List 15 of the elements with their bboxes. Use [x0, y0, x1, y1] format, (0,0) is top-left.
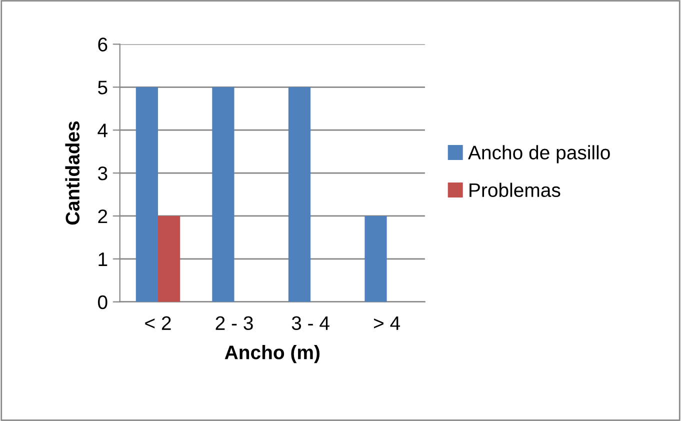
y-tick-label: 4 — [98, 124, 108, 138]
y-axis-title: Cantidades — [65, 121, 80, 225]
x-tick-label: < 2 — [145, 316, 171, 330]
x-tick-label: 2 - 3 — [216, 316, 253, 330]
y-tick-label: 1 — [98, 252, 108, 266]
y-tick-label: 2 — [98, 209, 108, 224]
legend-label: Ancho de pasillo — [468, 145, 610, 164]
legend-label: Problemas — [470, 182, 560, 198]
x-tick-label: 3 - 4 — [292, 316, 330, 330]
y-tick-label: 5 — [98, 80, 108, 94]
x-axis-title: Ancho (m) — [224, 344, 320, 364]
y-tick-label: 3 — [98, 166, 108, 180]
x-tick-label: > 4 — [374, 316, 400, 330]
y-tick-label: 6 — [98, 38, 108, 52]
y-tick-label: 0 — [98, 295, 108, 310]
